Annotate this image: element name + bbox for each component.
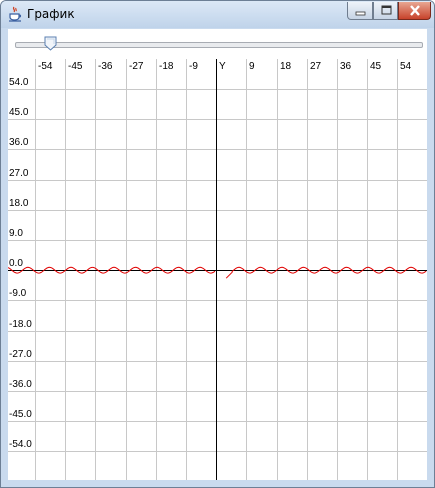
y-tick-label: 27.0 [9, 168, 29, 179]
y-tick-label: 36.0 [9, 137, 29, 148]
x-tick-label: -36 [98, 61, 113, 72]
x-tick-label: -9 [189, 61, 198, 72]
axis-lines [8, 59, 427, 480]
y-tick-label: -9.0 [9, 288, 27, 299]
x-tick-label: 18 [280, 61, 292, 72]
x-tick-label: 54 [400, 61, 412, 72]
y-tick-label: 18.0 [9, 198, 29, 209]
x-tick-label: Y [219, 61, 226, 72]
java-cup-icon [7, 6, 23, 22]
graph-canvas: -54 -45 -36 -27 -18 -9 Y 9 18 27 36 45 54 54.0 45.0 36… [7, 59, 427, 480]
title-bar[interactable]: График [1, 1, 434, 28]
y-tick-label: 54.0 [9, 77, 29, 88]
slider-thumb[interactable] [44, 36, 57, 51]
grid-lines [8, 59, 427, 480]
x-tick-label: 27 [310, 61, 322, 72]
curve-right-branch [225, 266, 427, 279]
x-tick-label: -18 [159, 61, 174, 72]
window-title: График [27, 7, 75, 21]
graph-area: -54 -45 -36 -27 -18 -9 Y 9 18 27 36 45 54 54.0 45.0 36… [7, 59, 427, 480]
x-tick-label: -54 [38, 61, 53, 72]
y-tick-labels: 54.0 45.0 36.0 27.0 18.0 9.0 0.0 -9.0 -18.0 -27.0… [9, 77, 32, 450]
y-tick-label: -45.0 [9, 409, 32, 420]
y-tick-label: 9.0 [9, 228, 23, 239]
x-tick-label: -27 [129, 61, 144, 72]
y-tick-label: -18.0 [9, 319, 32, 330]
maximize-button[interactable] [373, 2, 398, 20]
slider-panel [8, 29, 427, 59]
x-tick-label: -45 [68, 61, 83, 72]
y-tick-label: 45.0 [9, 107, 29, 118]
x-tick-labels: -54 -45 -36 -27 -18 -9 Y 9 18 27 36 45 54 [38, 61, 412, 72]
close-button[interactable] [398, 2, 431, 20]
client-area: -54 -45 -36 -27 -18 -9 Y 9 18 27 36 45 54 54.0 45.0 36… [7, 29, 427, 480]
x-tick-label: 36 [340, 61, 352, 72]
x-tick-label: 45 [370, 61, 382, 72]
y-tick-label: 0.0 [9, 258, 23, 269]
y-tick-label: -27.0 [9, 349, 32, 360]
curve-left-branch [7, 266, 216, 274]
x-tick-label: 9 [249, 61, 255, 72]
slider-track[interactable] [15, 42, 423, 48]
y-tick-label: -36.0 [9, 379, 32, 390]
y-tick-label: -54.0 [9, 439, 32, 450]
minimize-button[interactable] [347, 2, 373, 20]
